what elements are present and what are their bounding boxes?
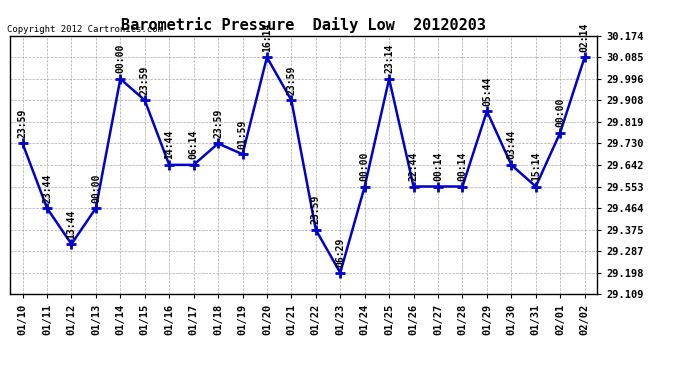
Text: 00:14: 00:14: [457, 152, 467, 181]
Text: 23:59: 23:59: [213, 109, 223, 138]
Text: 14:44: 14:44: [164, 130, 174, 159]
Text: 22:44: 22:44: [408, 152, 419, 181]
Text: 03:44: 03:44: [506, 130, 516, 159]
Text: 06:14: 06:14: [188, 130, 199, 159]
Text: Copyright 2012 Cartronics.com: Copyright 2012 Cartronics.com: [7, 25, 163, 34]
Title: Barometric Pressure  Daily Low  20120203: Barometric Pressure Daily Low 20120203: [121, 17, 486, 33]
Text: 23:44: 23:44: [42, 173, 52, 202]
Text: 02:14: 02:14: [580, 22, 590, 52]
Text: 00:14: 00:14: [433, 152, 443, 181]
Text: 05:44: 05:44: [482, 76, 492, 106]
Text: 01:59: 01:59: [237, 119, 248, 148]
Text: 23:59: 23:59: [17, 109, 28, 138]
Text: 15:14: 15:14: [531, 152, 541, 181]
Text: 00:00: 00:00: [555, 98, 565, 127]
Text: 00:00: 00:00: [91, 173, 101, 202]
Text: 23:59: 23:59: [140, 65, 150, 95]
Text: 06:29: 06:29: [335, 238, 345, 267]
Text: 23:59: 23:59: [286, 65, 297, 95]
Text: 23:59: 23:59: [310, 195, 321, 224]
Text: 16:14: 16:14: [262, 22, 272, 52]
Text: 13:44: 13:44: [66, 209, 77, 238]
Text: 00:00: 00:00: [115, 44, 126, 74]
Text: 23:14: 23:14: [384, 44, 394, 74]
Text: 00:00: 00:00: [359, 152, 370, 181]
